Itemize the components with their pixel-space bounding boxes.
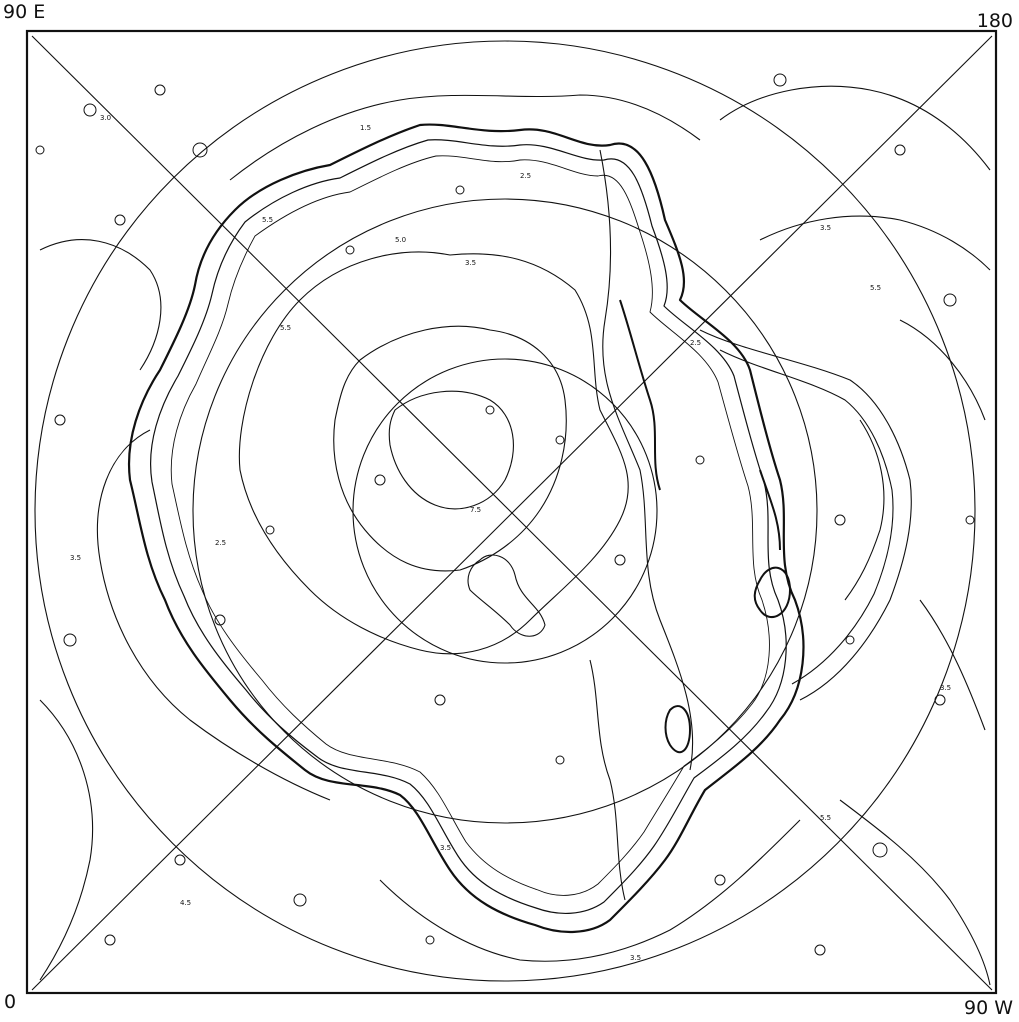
blob (374, 474, 386, 486)
blob (83, 103, 97, 117)
blob (773, 73, 787, 87)
contour-sw-1 (39, 699, 94, 981)
contour-east-2 (919, 599, 986, 731)
blob (894, 144, 906, 156)
contour-label: 4.5 (180, 899, 191, 907)
meridian-lines (31, 35, 993, 991)
blob (965, 515, 975, 525)
blob (455, 185, 465, 195)
blob (293, 893, 307, 907)
blob (114, 214, 126, 226)
contour-north-shelf (229, 94, 701, 181)
contour-peninsula-1 (699, 329, 912, 701)
map-frame (25, 29, 998, 995)
corner-label-180: 180 (976, 10, 1013, 32)
contour-label: 5.5 (262, 216, 273, 224)
contour-label: 5.5 (870, 284, 881, 292)
contour-label: 3.5 (440, 844, 451, 852)
contour-value-labels: 5.5 5.5 3.5 5.0 2.5 3.5 7.5 3.0 1.5 2.5 … (70, 114, 951, 962)
blob (265, 525, 275, 535)
corner-label-0: 0 (4, 991, 17, 1013)
corner-label-90w: 90 W (963, 997, 1013, 1019)
blob (434, 694, 446, 706)
latitude-circle-3 (34, 40, 976, 982)
blob (555, 755, 565, 765)
contour-label: 1.5 (360, 124, 371, 132)
continent-outline (128, 123, 805, 933)
contour-ridge-1 (599, 149, 694, 771)
blob (345, 245, 355, 255)
blob (872, 842, 888, 858)
contour-ridge-2 (589, 659, 626, 901)
contour-label: 2.5 (215, 539, 226, 547)
contour-interior-3 (388, 390, 514, 510)
blob (174, 854, 186, 866)
ridge-contours (619, 299, 792, 754)
blob (214, 614, 226, 626)
blob (695, 455, 705, 465)
ridge-ellipse-2 (664, 705, 692, 754)
blob (63, 633, 77, 647)
contour-label: 3.0 (100, 114, 111, 122)
latitude-circles (34, 40, 976, 982)
blob (35, 145, 45, 155)
contour-interior-2 (333, 325, 567, 572)
contour-south-shelf (379, 819, 801, 962)
corner-label-90e: 90 E (3, 1, 46, 23)
contour-label: 2.5 (520, 172, 531, 180)
contour-ne-2 (759, 215, 991, 271)
contour-se-1 (839, 799, 991, 986)
blob (943, 293, 957, 307)
contour-label: 3.5 (820, 224, 831, 232)
contour-label: 5.5 (820, 814, 831, 822)
contour-label: 3.5 (630, 954, 641, 962)
meridian-180-0 (31, 35, 993, 991)
coastline (128, 123, 805, 933)
contour-ne-1 (719, 85, 991, 171)
contour-dome (467, 554, 546, 637)
blob (555, 435, 565, 445)
ridge-line-1 (619, 299, 661, 491)
ridge-line-2 (759, 469, 781, 551)
blob (104, 934, 116, 946)
contour-peninsula-2 (719, 349, 894, 685)
contour-west-shelf (96, 429, 331, 801)
coastline-inner-1 (150, 139, 787, 914)
contour-interior-1 (238, 251, 629, 655)
blob (485, 405, 495, 415)
latitude-circle-2 (192, 198, 818, 824)
contour-label: 5.5 (280, 324, 291, 332)
contour-east-1 (899, 319, 986, 421)
blob (834, 514, 846, 526)
blob (192, 142, 208, 158)
contour-nw-1 (39, 239, 162, 371)
contour-peninsula-3 (844, 419, 885, 601)
ridge-ellipse-1 (753, 566, 792, 619)
contour-label: 7.5 (470, 506, 481, 514)
blob (54, 414, 66, 426)
blob (714, 874, 726, 886)
contour-label: 2.5 (690, 339, 701, 347)
blob (614, 554, 626, 566)
contour-label: 3.5 (940, 684, 951, 692)
contour-label: 5.0 (395, 236, 406, 244)
blob (845, 635, 855, 645)
small-contour-blobs (35, 73, 975, 956)
contour-label: 3.5 (465, 259, 476, 267)
interior-contours (39, 85, 991, 986)
blob (814, 944, 826, 956)
latitude-circle-inner (352, 358, 658, 664)
blob (154, 84, 166, 96)
blob (425, 935, 435, 945)
coastline-inner-2 (170, 155, 770, 896)
contour-label: 3.5 (70, 554, 81, 562)
blob (934, 694, 946, 706)
